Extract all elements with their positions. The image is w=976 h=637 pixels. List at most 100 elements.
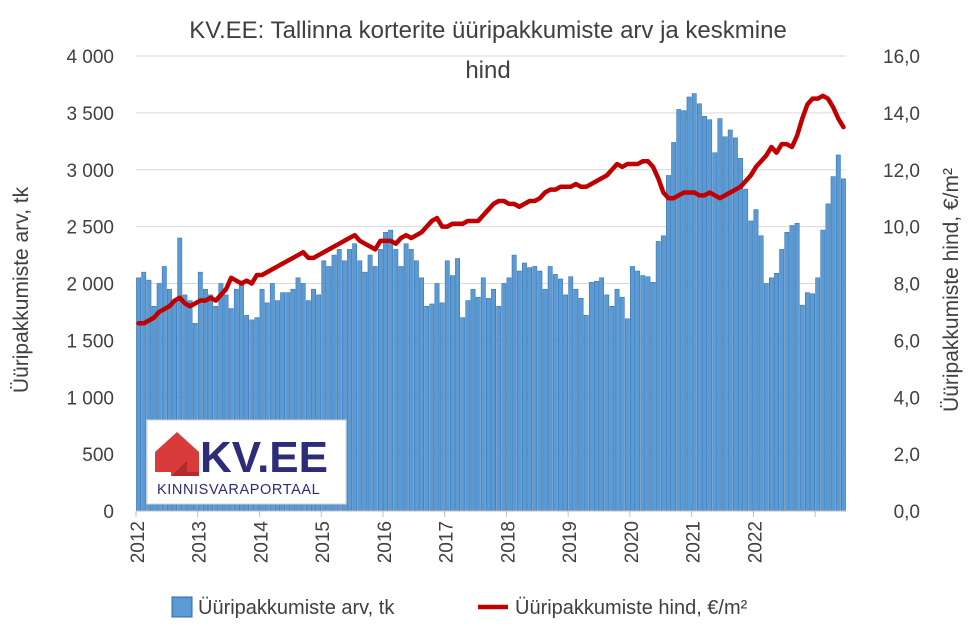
bar (681, 110, 687, 512)
bar (506, 277, 512, 512)
bar (424, 306, 430, 512)
right-tick-label: 8,0 (894, 275, 920, 296)
axes (135, 510, 846, 517)
bar (779, 249, 785, 512)
bar (439, 302, 445, 512)
logo-name: KV.EE (200, 433, 328, 482)
legend-bar-label: Üüripakkumiste arv, tk (198, 597, 395, 619)
bar (732, 137, 738, 512)
bar (542, 288, 548, 512)
bar (691, 93, 697, 512)
bar (486, 298, 491, 512)
left-tick-label: 1 000 (66, 388, 114, 409)
bar (141, 271, 147, 512)
bar (511, 254, 517, 512)
bar (388, 229, 394, 512)
bar (619, 296, 625, 512)
bar (460, 317, 466, 512)
bar (717, 118, 723, 512)
bar (558, 278, 563, 512)
bar (501, 283, 507, 512)
bar (650, 282, 656, 512)
bar (640, 275, 646, 512)
year-label: 2019 (560, 521, 581, 563)
year-label: 2015 (313, 521, 334, 563)
bar (712, 152, 718, 512)
bar (470, 288, 476, 512)
bar (563, 294, 569, 512)
bar (383, 232, 388, 512)
bar (537, 270, 543, 512)
bar (727, 129, 733, 512)
year-label: 2022 (745, 521, 766, 563)
bar (830, 176, 836, 512)
right-tick-label: 0,0 (894, 502, 920, 523)
bar (738, 158, 743, 512)
bar (789, 225, 795, 512)
legend-line-label: Üüripakkumiste hind, €/m² (515, 597, 748, 619)
bar (660, 235, 666, 512)
bar (609, 306, 615, 512)
bar (835, 154, 841, 512)
bar (815, 277, 821, 512)
year-label: 2013 (190, 521, 211, 563)
chart-title-line-2: hind (465, 57, 510, 84)
left-axis-ticks: 0 500 1 000 1 500 2 000 2 500 3 000 3 500 4 000 (66, 47, 114, 523)
bar (403, 243, 409, 512)
x-axis-ticks: 2012 2013 2014 2015 2016 2017 2018 2019 2020 2021… (128, 521, 766, 564)
left-tick-label: 0 (103, 502, 114, 523)
bar (676, 109, 682, 512)
legend: Üüripakkumiste arv, tk Üüripakkumiste hi… (171, 596, 748, 619)
bar (820, 229, 826, 512)
right-tick-label: 4,0 (894, 388, 920, 409)
bar (352, 243, 358, 512)
bar (547, 266, 553, 512)
bar (429, 303, 435, 512)
bar (362, 271, 368, 512)
bar (491, 288, 496, 512)
house-icon (155, 432, 199, 476)
bar (799, 304, 805, 512)
bar (568, 276, 574, 512)
bar (774, 273, 779, 512)
right-tick-label: 16,0 (883, 47, 920, 68)
right-tick-label: 6,0 (894, 331, 920, 352)
year-label: 2014 (252, 521, 273, 564)
bar (532, 266, 538, 512)
bar (496, 306, 502, 512)
year-label: 2016 (375, 521, 396, 563)
bar (707, 119, 713, 512)
bar (784, 232, 790, 512)
bar (450, 275, 455, 512)
bar (434, 283, 440, 512)
left-tick-label: 3 500 (66, 104, 114, 125)
bar (825, 203, 831, 512)
bar (419, 277, 424, 512)
bar (444, 260, 450, 512)
legend-bar-swatch (171, 596, 193, 618)
chart-title-line-1: KV.EE: Tallinna korterite üüripakkumiste… (189, 17, 787, 44)
left-tick-label: 2 500 (66, 218, 114, 239)
bar (393, 249, 399, 512)
bar (413, 260, 419, 512)
bar (748, 220, 754, 512)
bar (583, 315, 589, 512)
bar (702, 116, 707, 512)
bar (408, 249, 414, 512)
bar (475, 296, 481, 512)
bar (578, 298, 584, 512)
bar (552, 274, 558, 512)
bar (805, 292, 810, 512)
bar (480, 277, 486, 512)
bar (753, 209, 759, 512)
bar (588, 282, 594, 512)
line-series (136, 93, 846, 326)
left-axis-title: Üüripakkumiste arv, tk (10, 186, 33, 393)
right-tick-label: 2,0 (894, 445, 920, 466)
bar (136, 277, 141, 512)
bar (655, 241, 661, 512)
bar (357, 260, 363, 512)
bar (624, 318, 630, 512)
bar (522, 262, 527, 512)
